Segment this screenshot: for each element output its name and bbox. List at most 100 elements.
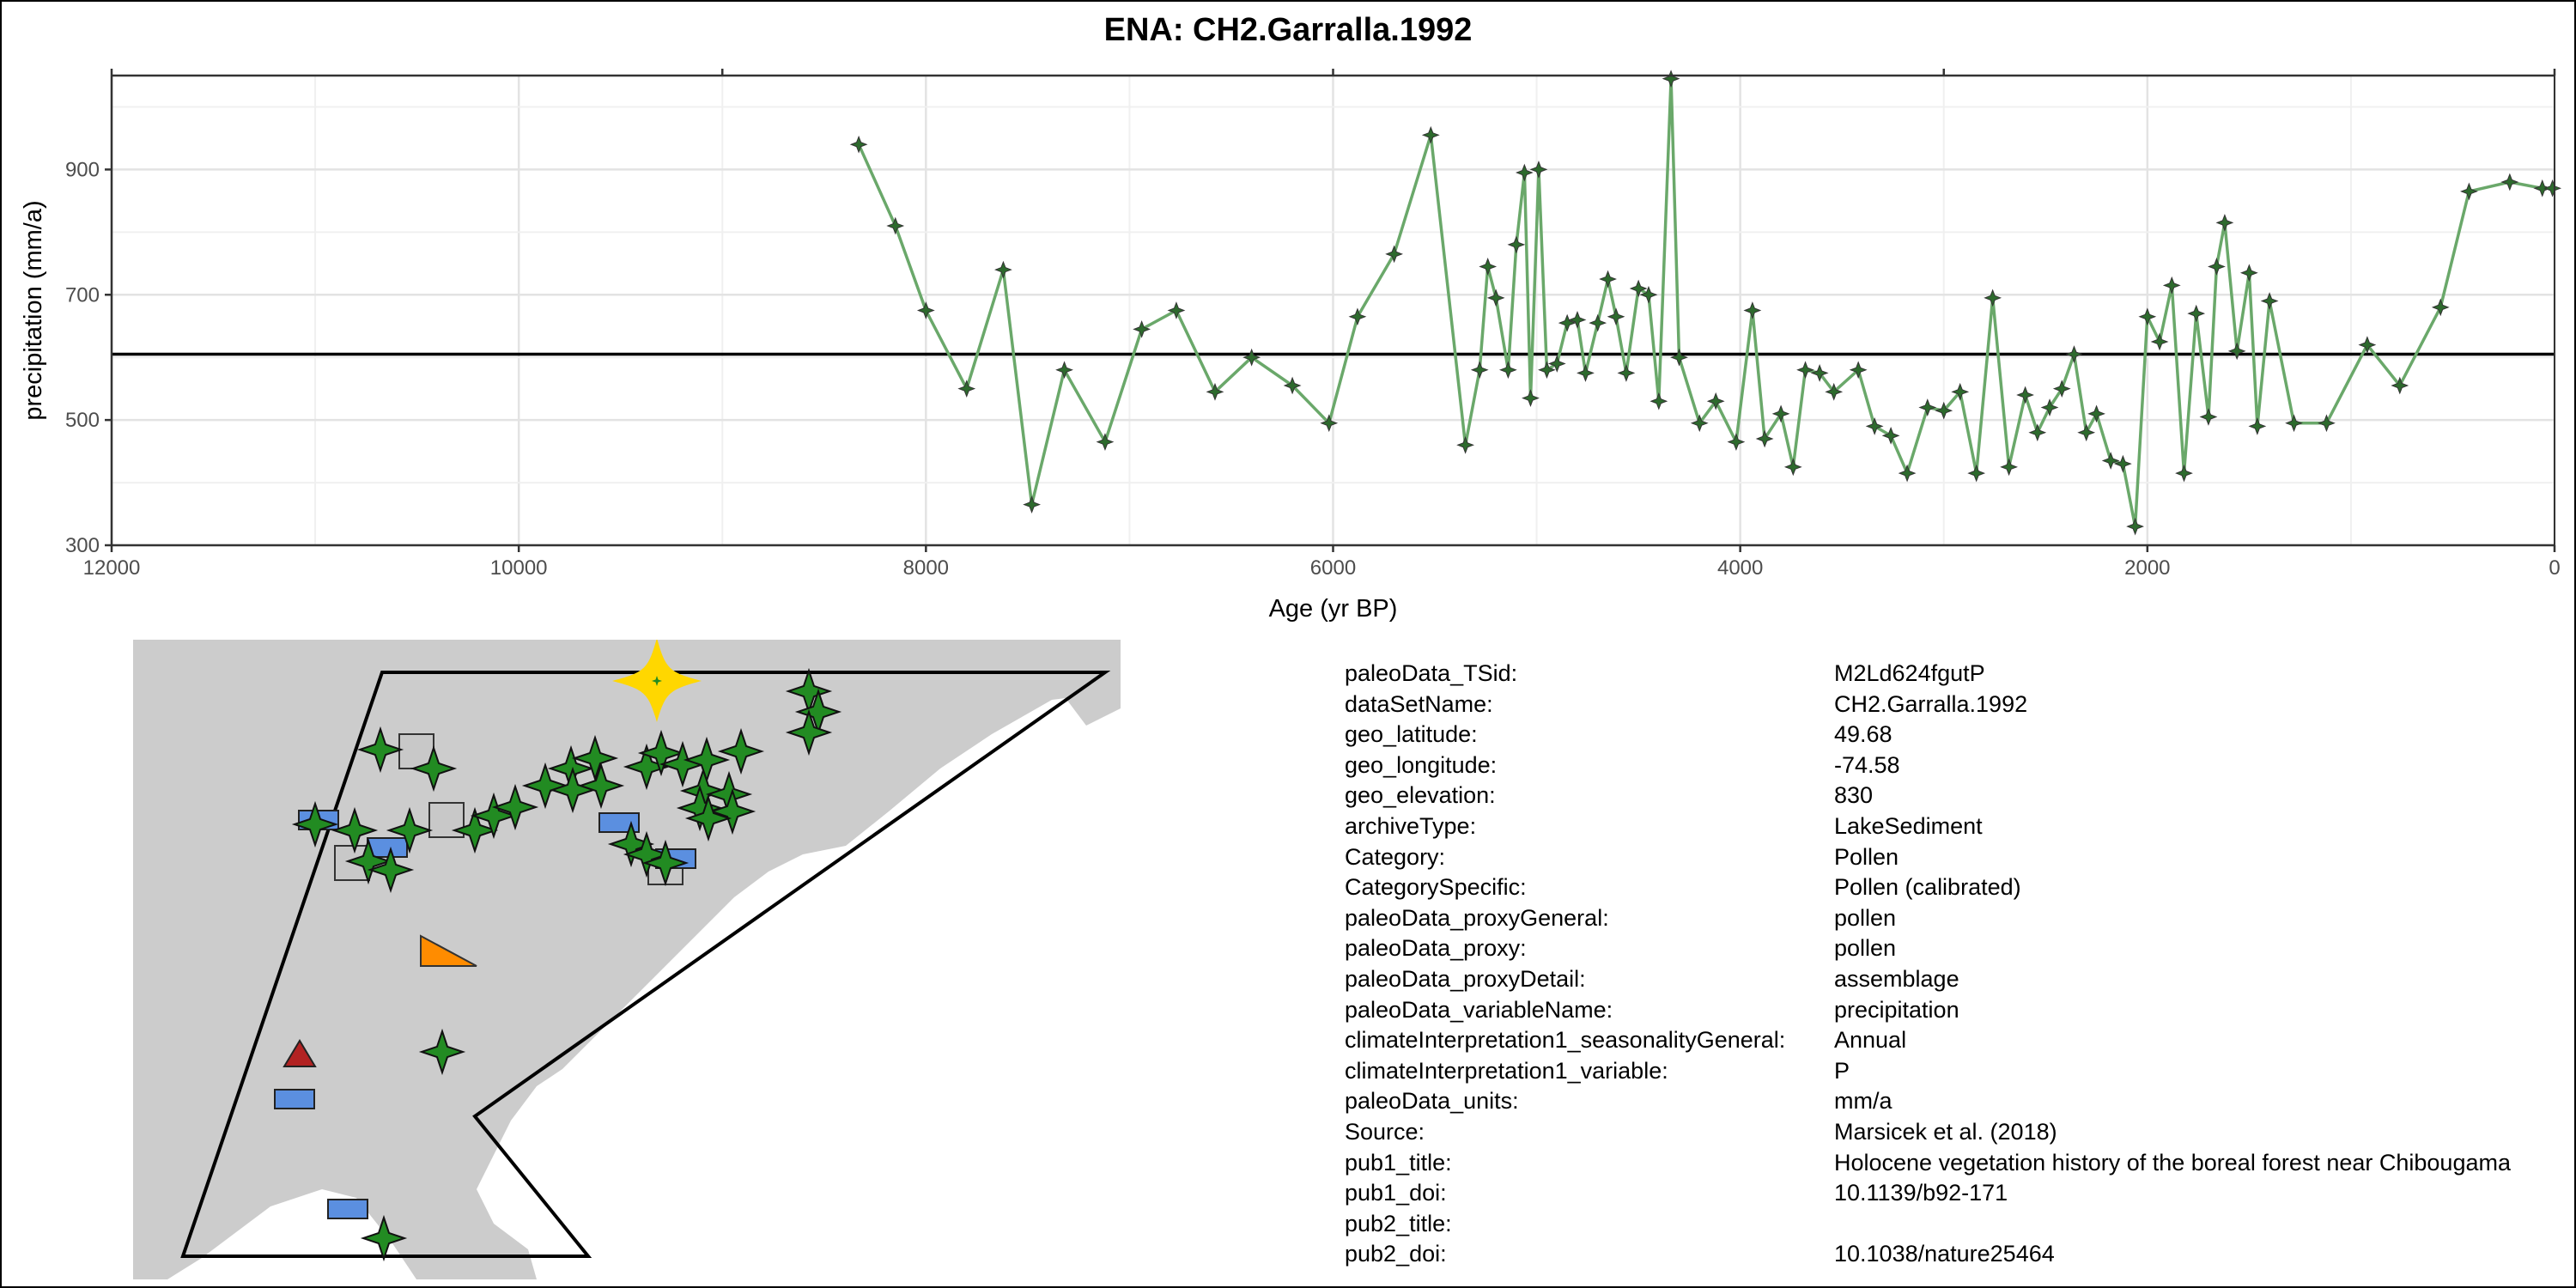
data-point [1881,426,1900,445]
data-point [2187,304,2206,323]
data-point [1706,392,1725,410]
data-point [2101,452,2120,470]
data-point [2028,423,2047,442]
data-point [1783,458,1802,477]
data-point [1055,361,1073,380]
axis-labels: 12000 10000 8000 6000 4000 2000 0 300 500 700 900 A… [20,158,2561,623]
metadata-key: paleoData_proxyDetail: [1345,966,1586,992]
data-point [2126,517,2145,536]
metadata-value: 49.68 [1834,721,1893,748]
site-markers [274,640,840,1260]
axes [105,69,2556,552]
data-point [1538,361,1556,380]
data-point [1206,382,1224,401]
data-point [1529,161,1548,179]
metadata-value: M2Ld624fgutP [1834,660,1985,686]
metadata-key: paleoData_TSid: [1345,660,1518,686]
data-point [886,216,905,235]
data-point [1242,348,1261,367]
metadata-value: Marsicek et al. (2018) [1834,1119,2057,1145]
data-point [2077,423,2096,442]
metadata-key: Source: [1345,1119,1425,1145]
metadata-key: paleoData_units: [1345,1088,1519,1115]
data-point [1507,235,1526,254]
x-tick-label: 8000 [903,556,949,580]
data-point [2208,258,2226,276]
y-tick-label: 700 [65,283,100,307]
metadata-value: assemblage [1834,966,1959,992]
x-axis-title: Age (yr BP) [1269,595,1398,623]
data-point [1649,392,1668,410]
site-map [133,640,1121,1279]
data-point [1810,364,1829,382]
land-coast-east [1052,640,1121,726]
metadata-key: paleoData_proxy: [1345,935,1527,962]
site-rect-marker [274,1089,315,1109]
data-point [1771,404,1790,423]
metadata-value: 830 [1834,782,1874,809]
metadata-table: paleoData_TSid: M2Ld624fgutP dataSetName: C… [1345,658,2573,1285]
metadata-key: paleoData_proxyGeneral: [1345,904,1609,931]
data-point [957,380,976,398]
metadata-key: climateInterpretation1_variable: [1345,1057,1668,1084]
data-point [1421,125,1440,144]
region-outline [180,671,1111,1258]
data-point [2500,173,2519,191]
metadata-key: archiveType: [1345,813,1477,839]
metadata-value: pollen [1834,935,1897,962]
site-triangle-orange-marker [420,934,477,967]
metadata-key: climateInterpretation1_seasonalityGenera… [1345,1027,1786,1054]
metadata-value: 10.1139/b92-171 [1834,1180,2008,1206]
data-point [1283,376,1302,395]
metadata-value: Pollen [1834,843,1899,870]
metadata-value: LakeSediment [1834,813,1983,839]
x-tick-label: 10000 [490,556,548,580]
data-point [1727,433,1746,452]
site-rect-marker [327,1199,368,1219]
metadata-key: dataSetName: [1345,690,1493,717]
data-point [2391,376,2409,395]
data-point [2431,298,2450,317]
data-point [1796,361,1814,380]
data-point [1470,361,1489,380]
y-tick-label: 300 [65,534,100,557]
data-point [1951,382,1970,401]
metadata-value: CH2.Garralla.1992 [1834,690,2028,717]
metadata-key: geo_longitude: [1345,751,1498,778]
data-point [1984,289,2002,307]
data-point [1599,270,1617,289]
data-point [1670,348,1688,367]
metadata-value: pollen [1834,904,1897,931]
x-tick-label: 0 [2549,556,2560,580]
metadata-key: geo_elevation: [1345,782,1496,809]
data-point [1589,313,1607,332]
y-axis-title: precipitation (mm/a) [20,200,47,420]
data-point [1617,364,1636,382]
data-point [2248,417,2267,435]
data-point [849,135,868,154]
data-point [1629,279,1648,298]
site-triangle-red-marker [283,1039,317,1067]
data-point [1865,417,1884,435]
data-point [1577,364,1595,382]
data-point [2040,398,2059,416]
data-point [916,301,935,319]
metadata-value: Pollen (calibrated) [1834,874,2021,901]
y-tick-label: 500 [65,409,100,432]
data-point [2215,214,2234,232]
x-tick-label: 2000 [2124,556,2170,580]
data-point [1486,289,1505,307]
data-point [1456,435,1474,454]
data-point [1743,301,1762,319]
metadata-key: pub1_title: [1345,1149,1452,1176]
data-point [2162,276,2181,295]
data-point [1849,361,1868,380]
data-point [1385,245,1404,264]
chart-title: ENA: CH2.Garralla.1992 [1103,12,1473,48]
data-point [1348,307,1367,326]
data-point [1133,319,1151,338]
data-point [2052,380,2071,398]
metadata-key: geo_latitude: [1345,721,1478,748]
y-tick-label: 900 [65,158,100,181]
